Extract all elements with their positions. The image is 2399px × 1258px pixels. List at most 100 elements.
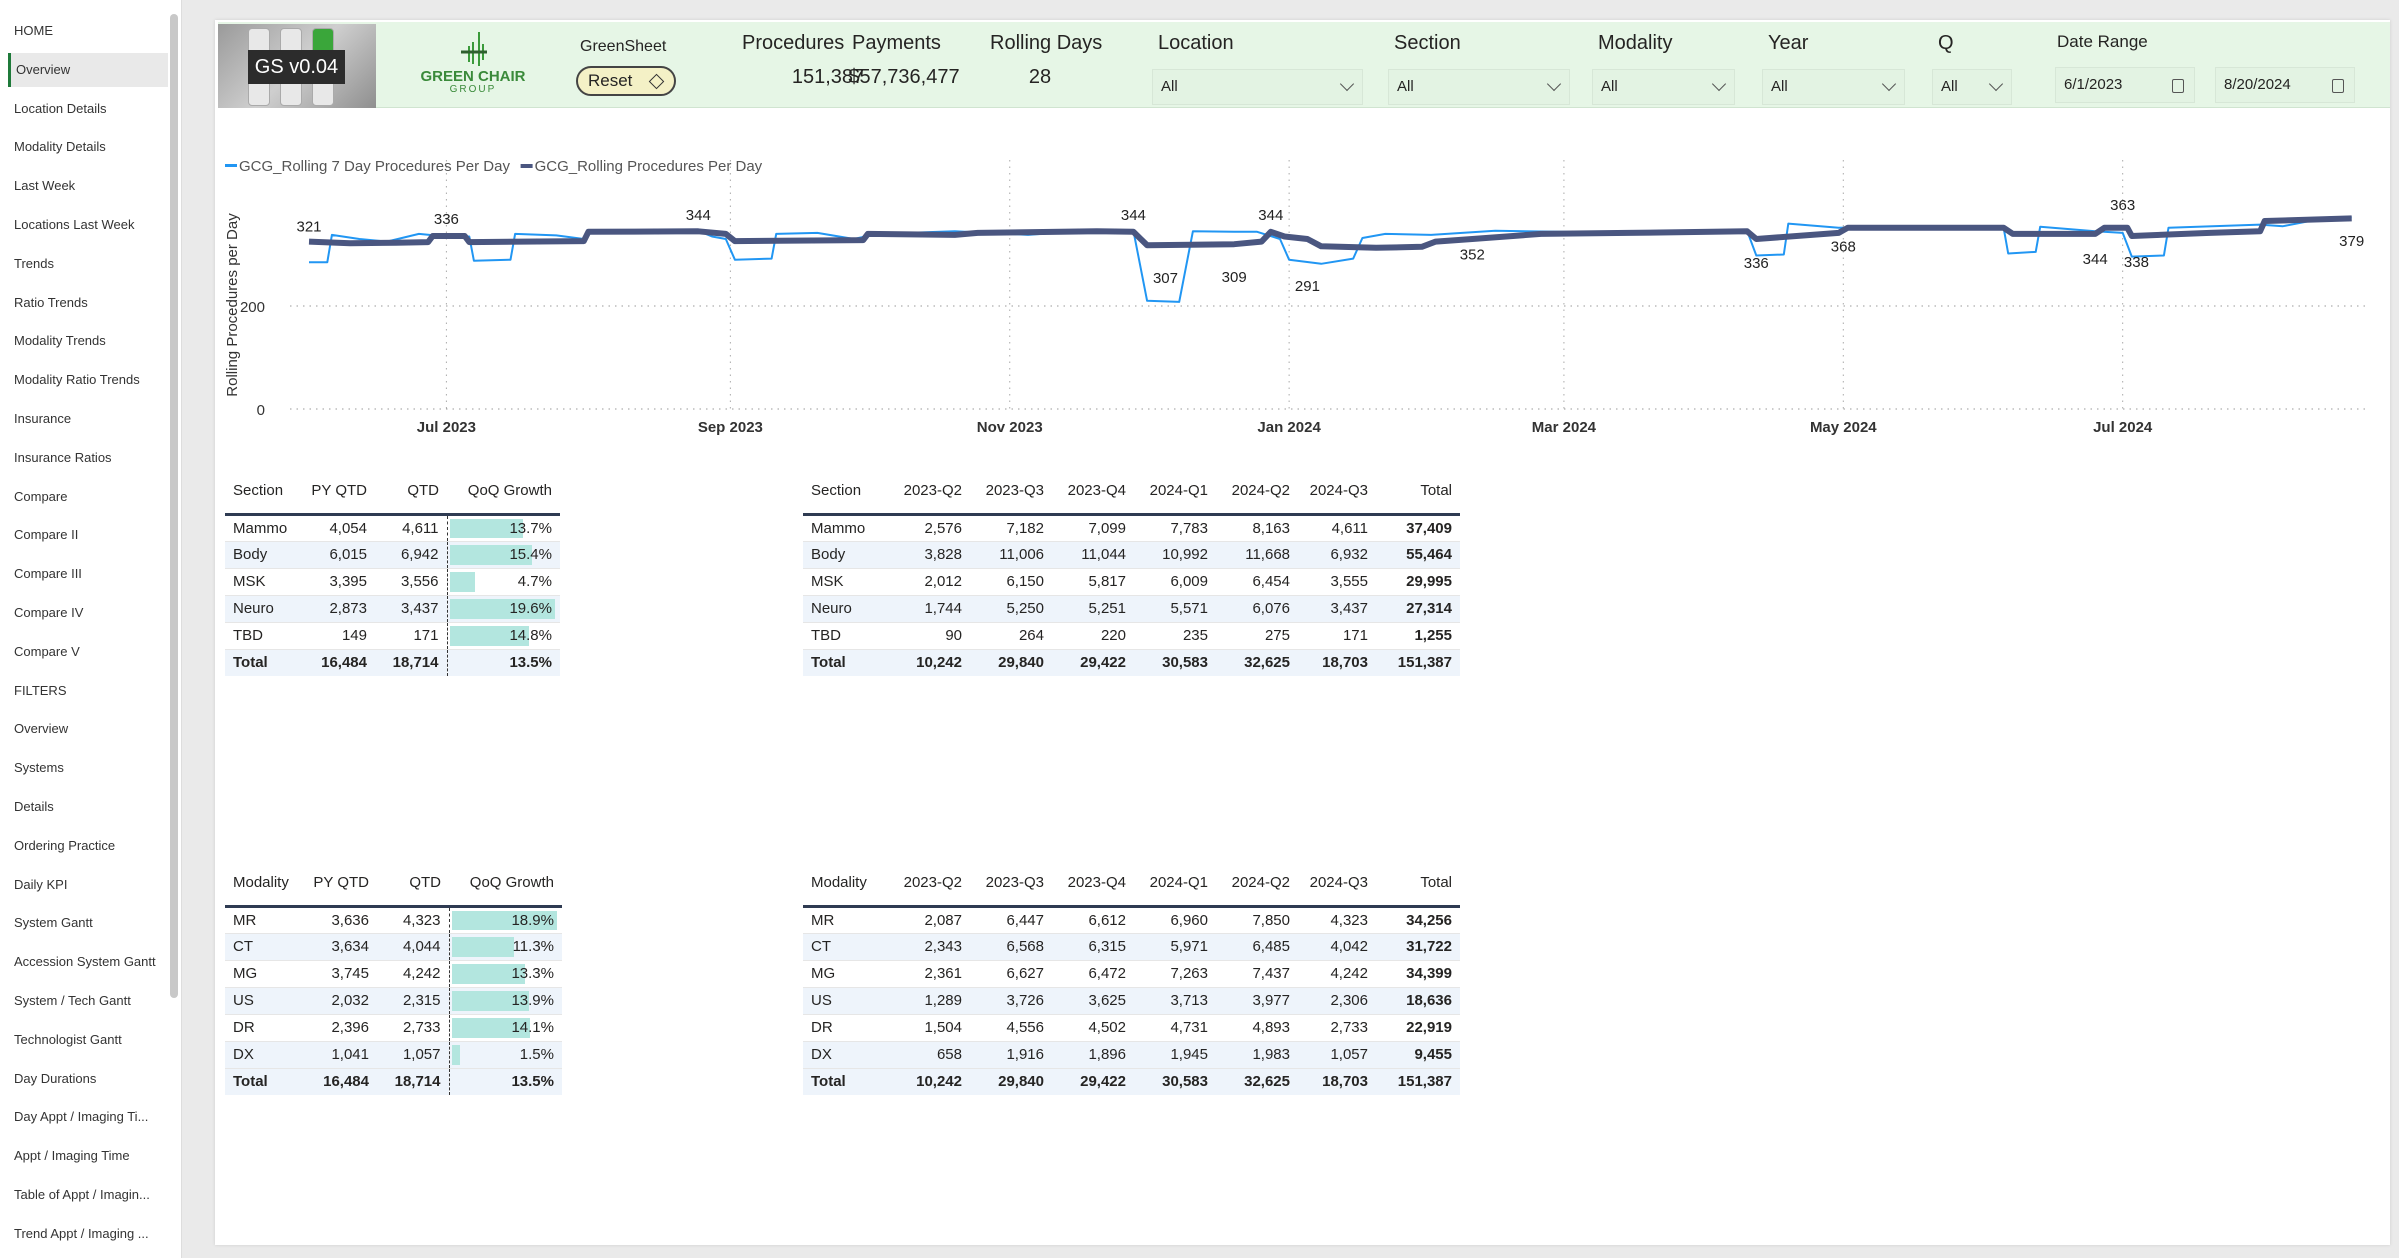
date-end-input[interactable]: 8/20/2024 [2215,67,2355,103]
column-header[interactable]: QTD [407,482,439,499]
sidebar-item-compare-v[interactable]: Compare V [14,643,80,659]
column-header[interactable]: 2024-Q2 [1231,482,1290,499]
sidebar-item-trend-appt-imaging[interactable]: Trend Appt / Imaging ... [14,1225,149,1241]
qoq-growth-cell: 4.7% [446,567,560,595]
column-header[interactable]: 2024-Q1 [1149,482,1208,499]
q-dropdown[interactable]: All [1932,69,2012,105]
sidebar-item-table-of-appt-imagin[interactable]: Table of Appt / Imagin... [14,1187,150,1202]
cell-value: 18,636 [1376,986,1460,1014]
location-dropdown[interactable]: All [1152,69,1363,105]
cell-value: 7,850 [1216,904,1298,933]
sidebar-item-accession-system-gantt[interactable]: Accession System Gantt [14,954,156,970]
sidebar-item-overview[interactable]: Overview [14,721,69,737]
sidebar-item-system-tech-gantt[interactable]: System / Tech Gantt [14,993,131,1008]
column-header[interactable]: PY QTD [311,482,367,499]
table-row: DX 1,041 1,057 1.5% [225,1040,562,1068]
section-filter-label: Section [1394,32,1461,54]
column-header[interactable]: Modality [811,874,867,891]
column-header[interactable]: Section [811,482,862,499]
sidebar-item-systems[interactable]: Systems [14,760,64,776]
sidebar-item-day-durations[interactable]: Day Durations [14,1070,97,1086]
data-label: 321 [296,219,321,236]
column-header[interactable]: Modality [233,874,289,891]
sidebar-item-location-details[interactable]: Location Details [14,100,107,116]
row-label: Mammo [225,512,305,541]
sidebar-item-overview[interactable]: Overview [8,52,168,87]
sidebar-item-daily-kpi[interactable]: Daily KPI [14,876,68,892]
qoq-growth-bar [451,936,515,957]
reset-label: Reset [588,71,633,90]
sidebar-item-modality-details[interactable]: Modality Details [14,139,106,155]
sidebar-item-compare-iii[interactable]: Compare III [14,566,82,582]
cell-value: 29,422 [1052,1067,1134,1095]
reset-button[interactable]: Reset [576,66,676,96]
cell-value: 18,703 [1298,648,1376,676]
x-tick-label: Sep 2023 [698,419,763,436]
sidebar-item-last-week[interactable]: Last Week [14,178,76,194]
column-header[interactable]: Section [233,482,284,499]
location-selected-value: All [1161,78,1178,95]
sidebar-item-home[interactable]: HOME [14,23,53,38]
sidebar-item-ratio-trends[interactable]: Ratio Trends [14,294,88,310]
calendar-icon[interactable] [2172,79,2184,93]
column-header[interactable]: 2023-Q2 [903,482,962,499]
sidebar-item-details[interactable]: Details [14,799,54,814]
x-tick-label: May 2024 [1810,419,1877,436]
sidebar-item-day-appt-imaging-ti[interactable]: Day Appt / Imaging Ti... [14,1109,149,1125]
column-header[interactable]: Total [1420,482,1452,499]
sidebar-item-modality-ratio-trends[interactable]: Modality Ratio Trends [14,372,140,388]
table-row: MSK 3,395 3,556 4.7% [225,567,560,595]
sidebar-item-ordering-practice[interactable]: Ordering Practice [14,837,116,853]
sidebar-item-appt-imaging-time[interactable]: Appt / Imaging Time [14,1148,130,1164]
year-dropdown[interactable]: All [1762,69,1905,105]
column-header[interactable]: QTD [409,874,441,891]
column-header[interactable]: 2023-Q3 [985,874,1044,891]
sidebar-item-insurance-ratios[interactable]: Insurance Ratios [14,449,112,465]
qoq-growth-bar [449,571,475,592]
qoq-growth-bar [449,518,523,538]
column-header[interactable]: PY QTD [313,874,369,891]
column-header[interactable]: Total [1420,874,1452,891]
cell-value: 149 [305,621,375,649]
sidebar-item-compare-ii[interactable]: Compare II [14,527,79,543]
sidebar-item-trends[interactable]: Trends [14,255,54,271]
cell-value: 10,242 [888,1067,970,1095]
sidebar-item-technologist-gantt[interactable]: Technologist Gantt [14,1031,122,1047]
column-header[interactable]: 2024-Q3 [1309,482,1368,499]
table-row: Neuro 2,873 3,437 19.6% [225,594,560,622]
table-row: Body 6,015 6,942 15.4% [225,540,560,568]
column-header[interactable]: 2024-Q1 [1149,874,1208,891]
sidebar-item-compare-iv[interactable]: Compare IV [14,605,84,620]
sidebar-item-locations-last-week[interactable]: Locations Last Week [14,217,135,232]
date-start-input[interactable]: 6/1/2023 [2055,67,2195,103]
column-header[interactable]: 2023-Q2 [903,874,962,891]
row-label: Total [225,1067,307,1095]
data-label: 352 [1460,247,1485,264]
section-dropdown[interactable]: All [1388,69,1570,105]
column-header[interactable]: 2023-Q4 [1067,482,1126,499]
column-header[interactable]: 2023-Q3 [985,482,1044,499]
cell-value: 1,916 [970,1040,1052,1068]
cell-value: 3,395 [305,567,375,595]
column-header[interactable]: 2024-Q2 [1231,874,1290,891]
cell-value: 2,733 [377,1013,449,1041]
column-header[interactable]: QoQ Growth [469,874,554,891]
column-header[interactable]: QoQ Growth [467,482,552,499]
cell-value: 1,057 [1298,1040,1376,1068]
sidebar-item-modality-trends[interactable]: Modality Trends [14,333,106,349]
sidebar-item-filters[interactable]: FILTERS [14,682,67,698]
sidebar-scrollbar[interactable] [170,14,178,998]
column-header[interactable]: 2023-Q4 [1067,874,1126,891]
cell-value: 7,099 [1052,512,1134,541]
calendar-icon[interactable] [2332,79,2344,93]
modality-dropdown[interactable]: All [1592,69,1735,105]
cell-value: 4,502 [1052,1013,1134,1041]
sidebar-item-insurance[interactable]: Insurance [14,411,72,426]
x-tick-label: Jul 2023 [417,419,476,436]
cell-value: 6,932 [1298,540,1376,568]
sidebar-item-compare[interactable]: Compare [14,488,68,504]
column-header[interactable]: 2024-Q3 [1309,874,1368,891]
sidebar-item-system-gantt[interactable]: System Gantt [14,915,93,931]
cell-value: 18,714 [377,1067,449,1095]
cell-value: 22,919 [1376,1013,1460,1041]
